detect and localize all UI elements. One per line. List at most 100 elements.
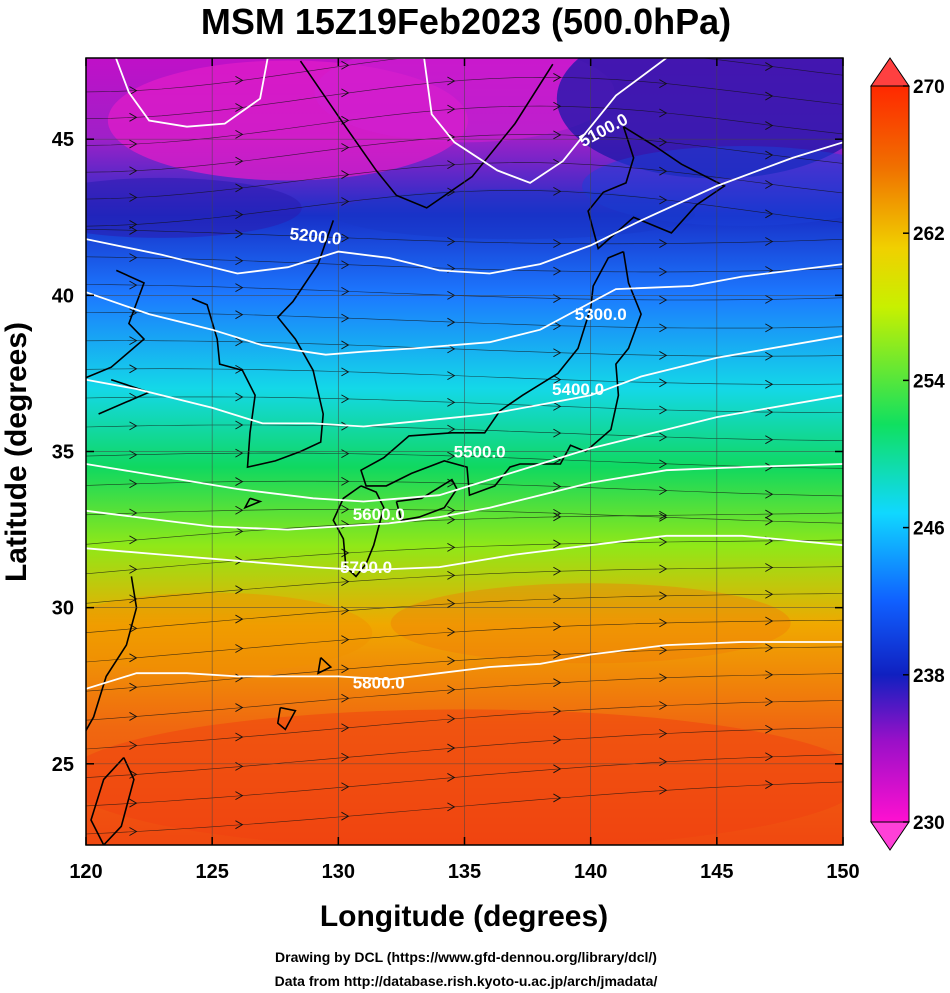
coastline bbox=[332, 485, 385, 578]
stream-arrow bbox=[765, 670, 774, 680]
height-contours: 5100.05200.05300.05400.05500.05600.05700… bbox=[86, 58, 843, 693]
stream-arrow bbox=[341, 635, 350, 645]
y-axis-ticks: 25 30 35 40 45 bbox=[52, 129, 843, 776]
stream-arrow bbox=[553, 539, 562, 549]
contour-label: 5300.0 bbox=[575, 305, 627, 324]
stream-arrow bbox=[235, 392, 244, 402]
stream-arrow bbox=[765, 209, 774, 219]
stream-arrow bbox=[447, 714, 456, 724]
coastline bbox=[243, 497, 263, 510]
stream-arrow bbox=[235, 103, 244, 112]
stream-arrow bbox=[553, 239, 562, 248]
stream-arrow bbox=[235, 256, 244, 266]
contour-5100 bbox=[114, 58, 667, 184]
colorbar-tick-label: 246 bbox=[913, 519, 945, 540]
stream-arrow bbox=[341, 811, 350, 821]
stream-arrow bbox=[659, 58, 661, 59]
stream-arrow bbox=[659, 757, 668, 767]
stream-arrow bbox=[447, 104, 456, 114]
chart-title: MSM 15Z19Feb2023 (500.0hPa) bbox=[201, 1, 731, 42]
stream-arrow bbox=[765, 489, 774, 499]
stream-arrow bbox=[659, 432, 668, 442]
stream-arrow bbox=[341, 782, 350, 792]
stream-arrow bbox=[341, 313, 350, 323]
colorbar: 230 238 246 254 262 270 bbox=[870, 57, 945, 851]
stream-arrow bbox=[659, 645, 668, 655]
stream-arrow bbox=[341, 143, 350, 152]
stream-arrow bbox=[765, 180, 774, 189]
contour-5800 bbox=[86, 641, 843, 690]
stream-arrow bbox=[659, 195, 668, 205]
stream-arrow bbox=[129, 770, 138, 779]
stream-arrow bbox=[765, 724, 774, 734]
stream-arrow bbox=[553, 622, 562, 631]
stream-arrow bbox=[659, 108, 668, 118]
coastline bbox=[299, 60, 554, 209]
stream-arrow bbox=[341, 664, 350, 674]
stream-arrow bbox=[659, 564, 668, 574]
colorbar-max-triangle bbox=[870, 57, 910, 87]
stream-arrow bbox=[235, 703, 244, 712]
stream-arrow bbox=[235, 420, 244, 430]
stream-arrow bbox=[553, 735, 562, 745]
plot-area: 5100.05200.05300.05400.05500.05600.05700… bbox=[86, 49, 843, 845]
stream-arrow bbox=[129, 220, 138, 229]
stream-arrow bbox=[765, 616, 774, 626]
stream-arrow bbox=[341, 233, 350, 243]
stream-arrow bbox=[129, 450, 138, 460]
stream-arrow bbox=[341, 60, 350, 70]
credit-drawing: Drawing by DCL (https://www.gfd-dennou.o… bbox=[275, 949, 657, 965]
stream-arrow bbox=[447, 49, 454, 57]
stream-arrow bbox=[659, 378, 668, 388]
colorbar-tick-label: 270 bbox=[913, 77, 945, 98]
stream-arrow bbox=[659, 591, 668, 601]
credit-data: Data from http://database.rish.kyoto-u.a… bbox=[275, 973, 658, 989]
stream-arrow bbox=[235, 644, 244, 653]
stream-arrow bbox=[129, 653, 138, 663]
contour-label: 5400.0 bbox=[552, 380, 604, 399]
stream-arrow bbox=[659, 729, 668, 738]
stream-arrow bbox=[553, 348, 562, 358]
stream-arrow bbox=[765, 121, 774, 130]
stream-arrow bbox=[129, 712, 138, 721]
colorbar-min-triangle bbox=[870, 821, 910, 851]
stream-arrow bbox=[129, 139, 138, 149]
field-patch bbox=[86, 592, 373, 673]
stream-arrow bbox=[447, 627, 456, 637]
stream-arrow bbox=[235, 448, 244, 458]
stream-arrow bbox=[659, 785, 668, 795]
stream-arrow bbox=[235, 526, 244, 536]
stream-arrow bbox=[447, 76, 456, 86]
stream-arrow bbox=[553, 455, 562, 465]
stream-arrow bbox=[447, 802, 456, 812]
field-patch bbox=[334, 189, 695, 240]
stream-arrow bbox=[129, 535, 138, 545]
stream-arrow bbox=[235, 129, 244, 139]
contour-5700 bbox=[86, 534, 843, 572]
contour-5300 bbox=[86, 263, 843, 356]
stream-arrow bbox=[129, 226, 138, 235]
stream-arrow bbox=[341, 504, 350, 514]
stream-arrow bbox=[553, 130, 562, 140]
x-tick-label: 120 bbox=[69, 861, 102, 883]
stream-arrow bbox=[235, 364, 244, 374]
stream-arrow bbox=[129, 336, 138, 346]
stream-arrow bbox=[553, 650, 562, 659]
gridlines bbox=[86, 58, 843, 845]
stream-arrow bbox=[447, 237, 456, 246]
stream-arrow bbox=[765, 91, 774, 101]
colorbar-body bbox=[870, 85, 910, 823]
contour-label: 5800.0 bbox=[353, 674, 405, 693]
stream-arrow bbox=[447, 773, 456, 782]
streamline bbox=[86, 58, 843, 93]
coastline bbox=[86, 269, 146, 379]
stream-arrow bbox=[553, 402, 562, 411]
x-tick-label: 150 bbox=[826, 861, 859, 883]
stream-arrow bbox=[129, 564, 138, 574]
stream-arrow bbox=[659, 351, 668, 360]
stream-arrow bbox=[553, 706, 562, 716]
stream-arrow bbox=[765, 351, 774, 361]
stream-arrow bbox=[341, 723, 350, 733]
x-tick-label: 140 bbox=[574, 861, 607, 883]
